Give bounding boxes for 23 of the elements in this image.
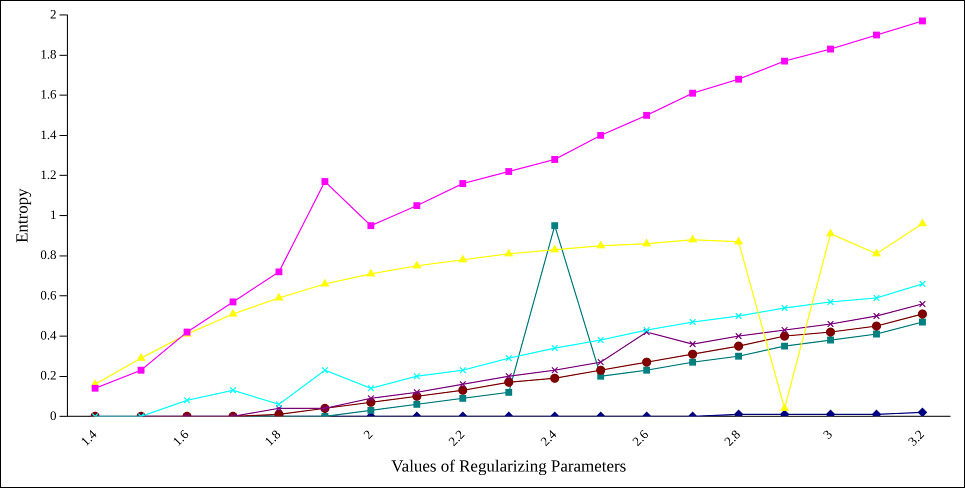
x-tick-label: 1.6 xyxy=(169,426,192,449)
x-tick-label: 3.2 xyxy=(904,426,927,449)
x-tick-label: 2.2 xyxy=(445,426,468,449)
x-tick-label: 2.6 xyxy=(629,426,652,449)
x-tick-label: 1.8 xyxy=(261,426,284,449)
x-tick-label: 2.8 xyxy=(721,426,744,449)
x-tick-label: 2 xyxy=(360,426,376,442)
x-tick-label: 3 xyxy=(820,426,836,442)
x-axis-title: Values of Regularizing Parameters xyxy=(391,456,626,476)
y-tick-label: 1.6 xyxy=(40,86,58,102)
y-tick-label: 0.8 xyxy=(40,247,57,262)
x-tick-label: 1.4 xyxy=(78,426,100,449)
y-tick-label: 0.2 xyxy=(40,368,57,383)
y-tick-label: 1 xyxy=(50,207,57,222)
y-tick-label: 2 xyxy=(50,6,57,22)
y-axis-title: Entropy xyxy=(12,188,32,243)
y-tick-label: 1.2 xyxy=(40,166,57,182)
y-tick-label: 1.4 xyxy=(40,126,58,142)
y-tick-label: 0.4 xyxy=(40,328,58,342)
y-tick-label: 1.8 xyxy=(40,46,57,62)
y-tick-label: 0.6 xyxy=(40,287,58,302)
x-tick-label: 2.4 xyxy=(537,426,560,449)
y-tick-label: 0 xyxy=(50,408,57,423)
